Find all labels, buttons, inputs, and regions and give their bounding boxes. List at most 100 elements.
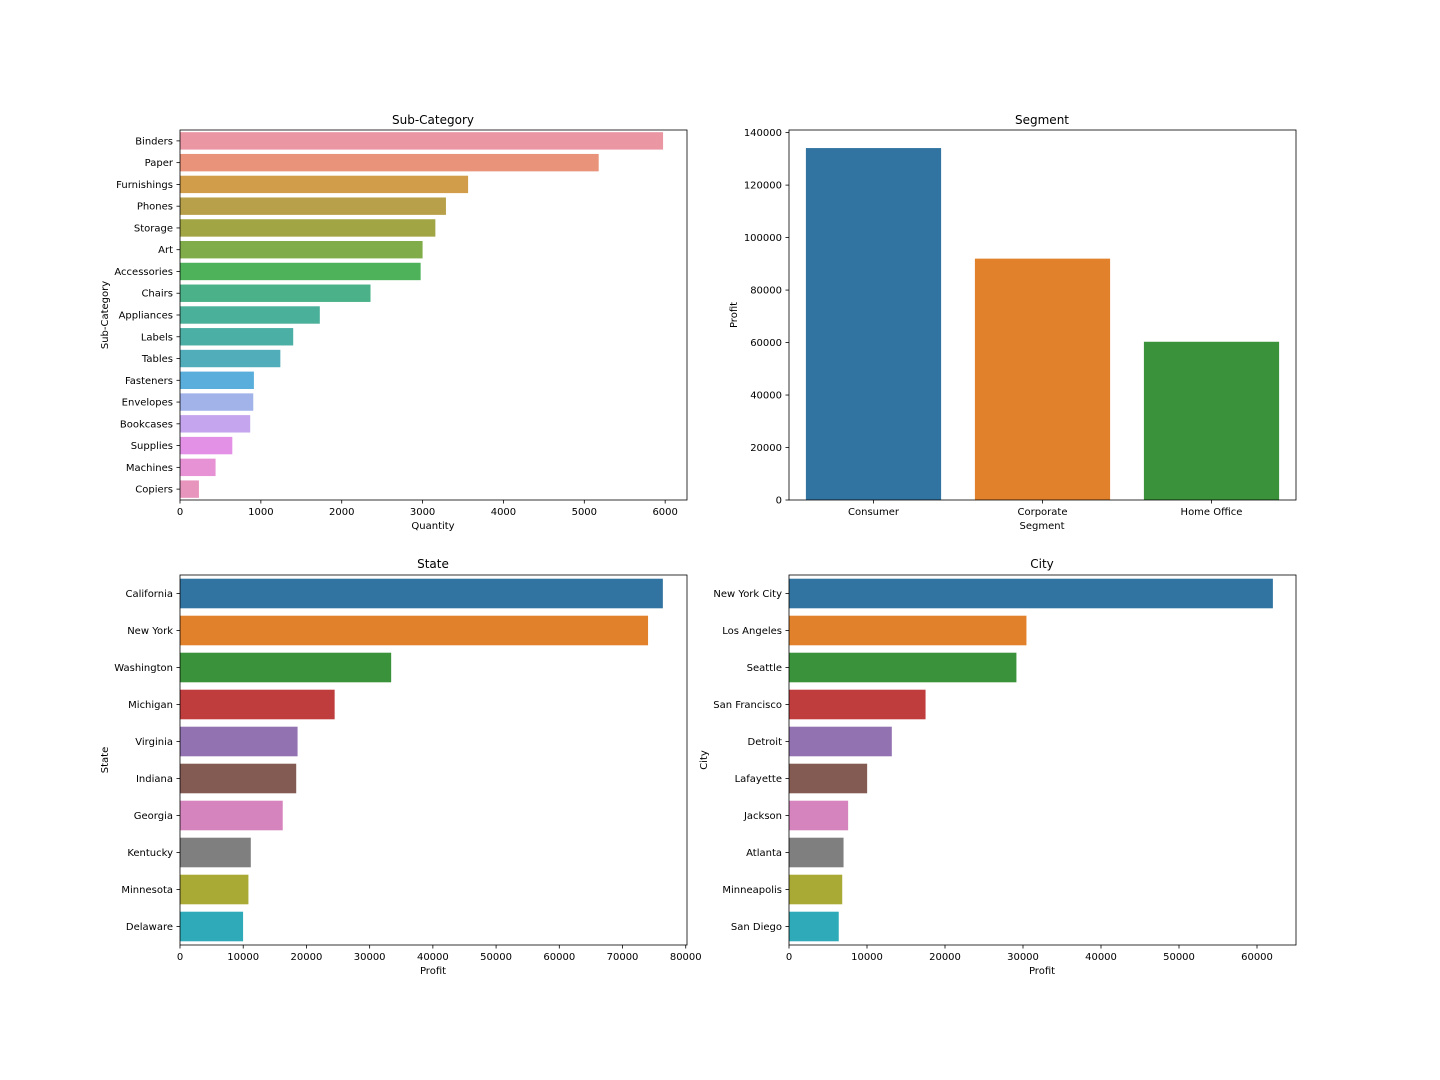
subcategory-bar-binders	[180, 132, 664, 150]
subcategory-y-tick-label: Fasteners	[125, 376, 173, 387]
city-bar-detroit	[789, 726, 892, 757]
segment-x-tick-label: Home Office	[1181, 507, 1243, 518]
subcategory-y-tick-label: Copiers	[135, 485, 173, 496]
state-y-tick-label: New York	[127, 626, 173, 637]
subcategory-bar-labels	[180, 328, 294, 346]
segment-bar-corporate	[974, 258, 1111, 500]
state-bar-indiana	[180, 763, 297, 794]
state-y-tick-label: Michigan	[128, 700, 173, 711]
segment-y-tick-label: 80000	[750, 286, 782, 297]
state-y-tick-label: California	[126, 589, 174, 600]
city-x-axis-label: Profit	[1029, 966, 1055, 977]
city-y-tick-label: San Diego	[731, 922, 782, 933]
subcategory-y-tick-label: Bookcases	[120, 419, 173, 430]
segment-bar-consumer	[805, 148, 942, 500]
segment-plot-frame	[788, 129, 1297, 501]
city-y-tick-label: New York City	[713, 589, 782, 600]
state-y-tick-label: Georgia	[134, 811, 173, 822]
segment-y-tick-label: 120000	[744, 181, 782, 192]
subcategory-y-tick-label: Art	[158, 245, 173, 256]
city-y-tick-label: Detroit	[748, 737, 783, 748]
state-chart-title: State	[417, 557, 449, 571]
subcategory-x-tick-label: 4000	[491, 507, 516, 518]
state-x-tick-label: 30000	[354, 952, 386, 963]
city-x-tick-label: 0	[786, 952, 792, 963]
city-bar-jackson	[789, 800, 849, 831]
state-bar-michigan	[180, 689, 335, 720]
subcategory-bar-machines	[180, 458, 216, 477]
subcategory-bar-copiers	[180, 480, 199, 498]
subcategory-bar-chairs	[180, 284, 371, 302]
city-y-tick-label: Seattle	[747, 663, 782, 674]
segment-y-tick-label: 60000	[750, 338, 782, 349]
subcategory-y-tick-label: Machines	[126, 463, 173, 474]
subcategory-bar-paper	[180, 153, 599, 172]
state-plot-frame	[179, 574, 688, 946]
subcategory-y-tick-label: Labels	[141, 332, 173, 343]
state-x-tick-label: 70000	[607, 952, 639, 963]
city-bar-atlanta	[789, 837, 844, 868]
subcategory-x-tick-label: 0	[177, 507, 183, 518]
city-y-tick-label: Jackson	[743, 811, 782, 822]
state-x-tick-label: 20000	[291, 952, 323, 963]
subcategory-bar-envelopes	[180, 393, 254, 411]
state-y-tick-label: Indiana	[136, 774, 173, 785]
state-x-tick-label: 60000	[543, 952, 575, 963]
subcategory-y-tick-label: Accessories	[114, 267, 173, 278]
city-bar-seattle	[789, 652, 1017, 683]
city-x-tick-label: 50000	[1163, 952, 1195, 963]
subcategory-x-tick-label: 6000	[652, 507, 677, 518]
city-bar-san-francisco	[789, 689, 926, 720]
state-x-tick-label: 10000	[227, 952, 259, 963]
subcategory-y-tick-label: Tables	[141, 354, 173, 365]
city-x-tick-label: 40000	[1085, 952, 1117, 963]
segment-y-tick-label: 20000	[750, 443, 782, 454]
state-bar-new-york	[180, 615, 649, 646]
city-y-tick-label: San Francisco	[713, 700, 782, 711]
subcategory-bar-appliances	[180, 306, 320, 324]
state-bar-minnesota	[180, 874, 249, 905]
subcategory-bar-fasteners	[180, 371, 254, 389]
subcategory-y-tick-label: Furnishings	[116, 180, 173, 191]
subcategory-x-axis-label: Quantity	[411, 521, 454, 532]
subcategory-y-tick-label: Binders	[135, 136, 173, 147]
subcategory-x-tick-label: 3000	[410, 507, 435, 518]
subcategory-y-tick-label: Storage	[134, 223, 173, 234]
subcategory-y-tick-label: Envelopes	[122, 398, 173, 409]
city-bar-lafayette	[789, 763, 868, 794]
subcategory-bar-supplies	[180, 436, 233, 455]
state-bar-washington	[180, 652, 392, 683]
subcategory-y-tick-label: Supplies	[131, 441, 173, 452]
state-x-axis-label: Profit	[420, 966, 446, 977]
subcategory-bar-tables	[180, 349, 281, 368]
state-bar-georgia	[180, 800, 283, 831]
city-chart-title: City	[1030, 557, 1054, 571]
segment-x-axis-label: Segment	[1020, 521, 1065, 532]
subcategory-y-tick-label: Chairs	[141, 289, 173, 300]
state-x-tick-label: 0	[177, 952, 183, 963]
state-y-tick-label: Delaware	[126, 922, 173, 933]
state-y-tick-label: Virginia	[135, 737, 173, 748]
segment-y-axis-label: Profit	[729, 302, 740, 328]
city-y-tick-label: Lafayette	[735, 774, 782, 785]
subcategory-quantity-panel: Sub-Category Quantity Sub-Category Binde…	[100, 113, 688, 532]
segment-x-tick-label: Consumer	[848, 507, 900, 518]
subcategory-y-tick-label: Appliances	[119, 311, 173, 322]
city-y-tick-label: Minneapolis	[722, 885, 782, 896]
city-profit-panel: City Profit City New York City Los Angele…	[699, 557, 1297, 977]
subcategory-bar-bookcases	[180, 415, 251, 433]
subcategory-x-tick-label: 2000	[329, 507, 354, 518]
subcategory-plot-frame	[179, 129, 688, 501]
state-x-tick-label: 50000	[480, 952, 512, 963]
city-plot-frame	[788, 574, 1297, 946]
subcategory-bar-furnishings	[180, 175, 469, 194]
subcategory-y-tick-label: Paper	[145, 158, 174, 169]
subcategory-bar-art	[180, 241, 423, 259]
segment-chart-title: Segment	[1015, 113, 1069, 127]
subcategory-x-tick-label: 5000	[572, 507, 597, 518]
segment-y-tick-label: 0	[776, 496, 782, 507]
segment-y-tick-label: 140000	[744, 128, 782, 139]
city-bar-san-diego	[789, 911, 839, 942]
segment-y-tick-label: 100000	[744, 233, 782, 244]
city-x-tick-label: 20000	[929, 952, 961, 963]
